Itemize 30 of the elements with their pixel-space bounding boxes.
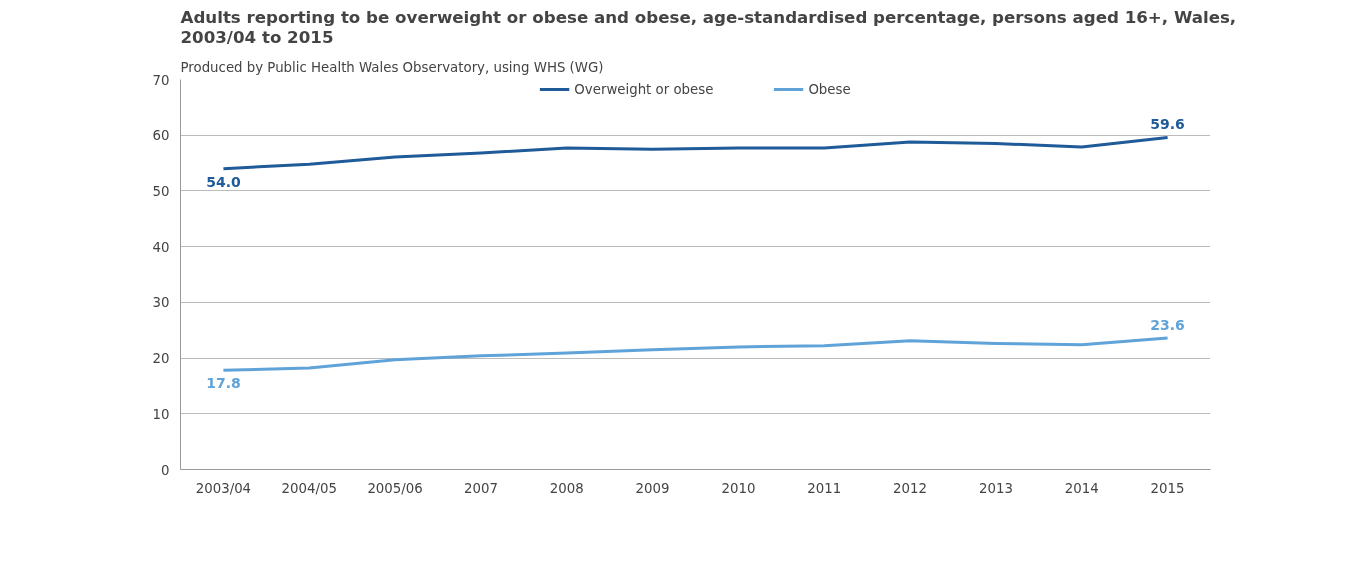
data-label: 17.8 [206,375,241,392]
y-tick-label: 40 [152,239,170,255]
x-tick-label: 2003/04 [195,480,252,496]
x-tick-label: 2010 [721,480,756,496]
x-tick-label: 2012 [893,480,928,496]
x-tick-label: 2007 [463,480,498,496]
x-tick-label: 2004/05 [281,480,337,496]
line-series [221,336,1170,372]
data-label: 59.6 [1150,116,1185,133]
data-label: 23.6 [1150,317,1185,334]
y-tick-label: 50 [152,183,170,199]
x-tick-label: 2011 [807,480,842,496]
chart-subtitle: Produced by Public Health Wales Observatory, using WHS (WG) [180,59,604,75]
y-tick-label: 20 [152,351,170,367]
legend-label: Overweight or obese [574,81,714,97]
data-label: 54.0 [206,173,241,190]
y-tick-label: 70 [152,72,170,88]
chart-title: Adults reporting to be overweight or obese and obese, age-standardised percentage, persons aged 16+, Wales, 2003/04 to 2015 [180,7,1237,48]
y-tick-label: 0 [161,462,170,478]
x-tick-label: 2015 [1150,480,1185,496]
x-tick-label: 2008 [549,480,584,496]
legend-label: Obese [808,81,851,97]
x-tick-label: 2009 [635,480,670,496]
x-tick-label: 2014 [1064,480,1099,496]
y-tick-label: 10 [152,406,170,422]
y-tick-label: 30 [152,295,170,311]
y-tick-label: 60 [152,128,170,144]
line-series [221,135,1170,171]
x-tick-label: 2005/06 [367,480,423,496]
x-tick-label: 2013 [978,480,1013,496]
